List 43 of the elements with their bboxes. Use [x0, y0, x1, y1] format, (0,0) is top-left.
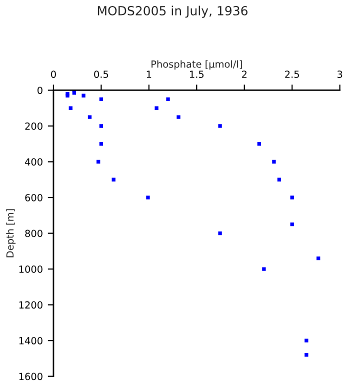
x-tick-label: 1.5	[190, 70, 204, 78]
point	[316, 256, 320, 260]
point	[290, 196, 294, 200]
point	[146, 196, 150, 200]
point	[99, 124, 104, 128]
point	[88, 115, 92, 119]
point	[68, 106, 72, 110]
point	[176, 115, 180, 119]
point	[99, 97, 104, 102]
x-tick-label: 2	[242, 70, 246, 78]
y-tick-label: 200	[25, 122, 42, 130]
point	[166, 97, 170, 102]
x-tick-label: 2.5	[285, 70, 299, 78]
x-tick-label: 0.5	[94, 70, 108, 78]
point	[99, 142, 104, 146]
point	[154, 106, 158, 110]
point	[272, 160, 276, 164]
point	[82, 94, 86, 98]
point	[257, 142, 262, 146]
x-tick-label: 1	[146, 70, 152, 78]
y-tick-label: 1400	[19, 337, 42, 344]
y-tick-label: 800	[25, 230, 42, 238]
point	[262, 267, 266, 271]
y-tick-label: 1000	[19, 266, 42, 273]
point	[304, 338, 308, 342]
y-tick-label: 1600	[19, 372, 42, 380]
x-tick-label: 0	[51, 70, 56, 78]
point	[218, 124, 222, 128]
point	[277, 178, 282, 182]
point	[218, 231, 222, 236]
x-tick-label: 3	[337, 70, 342, 78]
y-tick-label: 0	[38, 86, 42, 94]
y-tick-label: 600	[25, 194, 42, 202]
point	[290, 222, 294, 226]
point	[72, 91, 76, 95]
y-tick-label: 400	[24, 158, 42, 166]
point	[96, 160, 100, 164]
y-axis-title: Depth [m]	[6, 209, 16, 258]
point	[112, 178, 116, 182]
y-tick-label: 1200	[19, 301, 42, 309]
x-axis-title: Phosphate [µmol/l]	[152, 60, 242, 70]
point	[304, 353, 308, 357]
chart-title: MODS2005 in July, 1936	[98, 6, 248, 18]
